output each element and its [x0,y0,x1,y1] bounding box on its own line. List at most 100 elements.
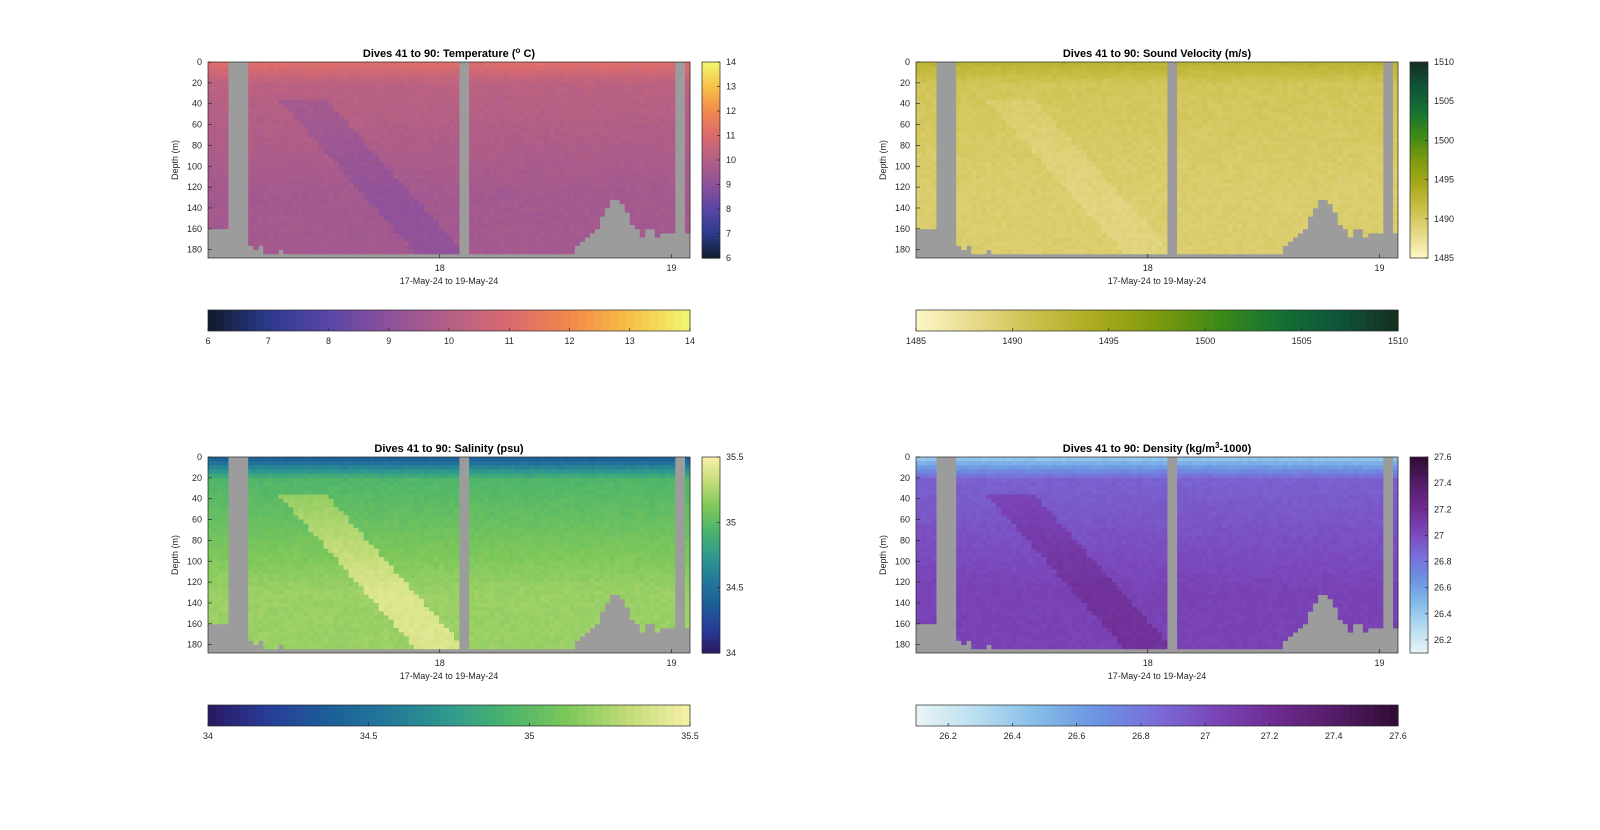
heatmap-cell [398,245,405,251]
heatmap-cell [609,99,616,105]
heatmap-cell [916,220,922,226]
heatmap-cell [333,66,339,71]
heatmap-cell [378,199,385,205]
heatmap-cell [393,78,400,84]
heatmap-cell [554,203,560,209]
heatmap-cell [353,145,360,150]
heatmap-cell [398,132,405,138]
heatmap-cell [484,124,490,130]
heatmap-cell [213,82,219,88]
heatmap-cell [423,128,430,134]
heatmap-cell [659,141,666,146]
heatmap-cell [494,141,500,146]
heatmap-cell [333,128,339,134]
heatmap-cell [966,107,972,113]
heatmap-cell [213,174,219,180]
heatmap-cell [549,78,555,84]
colorbar-segment [553,310,563,331]
heatmap-cell [559,166,565,171]
heatmap-cell [574,174,580,180]
heatmap-cell [916,95,922,100]
heatmap-cell [921,145,927,150]
heatmap-cell [263,199,269,205]
heatmap-cell [368,241,375,246]
heatmap-cell [1026,249,1032,255]
heatmap-cell [569,178,575,184]
heatmap-cell [438,174,445,180]
heatmap-cell [554,162,560,167]
heatmap-cell [1021,137,1027,142]
heatmap-cell [398,124,405,130]
y-tick-label: 140 [187,203,202,213]
heatmap-cell [614,62,621,67]
heatmap-cell [338,116,344,121]
heatmap-cell [991,216,997,221]
heatmap-cell [474,128,480,134]
heatmap-cell [629,91,636,96]
heatmap-cell [308,232,314,238]
heatmap-cell [323,141,329,146]
heatmap-cell [971,70,977,75]
heatmap-cell [524,70,530,75]
heatmap-cell [539,182,545,188]
heatmap-cell [283,78,289,84]
heatmap-cell [971,82,977,88]
heatmap-cell [629,195,636,201]
heatmap-cell [333,153,339,159]
heatmap-cell [428,78,435,84]
heatmap-cell [378,120,385,125]
heatmap-cell [328,245,334,251]
heatmap-cell [373,91,380,96]
heatmap-cell [539,74,545,80]
heatmap-cell [981,91,987,96]
heatmap-cell [574,120,580,125]
heatmap-cell [659,62,666,67]
heatmap-cell [534,137,540,142]
heatmap-cell [338,237,344,242]
heatmap-cell [398,116,405,121]
heatmap-cell [313,91,319,96]
heatmap-cell [966,212,972,217]
heatmap-cell [564,107,570,113]
heatmap-cell [589,120,595,125]
heatmap-cell [308,249,314,255]
heatmap-cell [303,62,309,67]
heatmap-cell [1026,157,1032,163]
heatmap-cell [534,91,540,96]
heatmap-cell [619,170,626,175]
heatmap-cell [499,112,505,117]
heatmap-cell [956,149,962,155]
heatmap-cell [328,132,334,138]
heatmap-cell [976,116,982,121]
heatmap-cell [213,191,219,196]
heatmap-cell [469,103,475,109]
heatmap-cell [549,82,555,88]
heatmap-cell [996,166,1002,171]
heatmap-cell [569,141,575,146]
heatmap-cell [644,78,651,84]
heatmap-cell [248,178,254,184]
heatmap-cell [1021,153,1027,159]
heatmap-cell [418,128,425,134]
heatmap-cell [223,120,229,125]
heatmap-cell [223,74,229,80]
heatmap-cell [1006,182,1012,188]
heatmap-cell [403,62,410,67]
heatmap-cell [393,120,400,125]
heatmap-cell [403,116,410,121]
heatmap-cell [539,145,545,150]
heatmap-cell [961,132,967,138]
heatmap-cell [303,116,309,121]
heatmap-cell [669,212,676,217]
heatmap-cell [966,207,972,213]
heatmap-cell [438,195,445,201]
heatmap-cell [996,99,1002,105]
heatmap-cell [589,166,595,171]
heatmap-cell [333,203,339,209]
heatmap-cell [961,191,967,196]
heatmap-cell [614,128,621,134]
heatmap-cell [996,78,1002,84]
heatmap-cell [639,203,646,209]
heatmap-cell [604,153,611,159]
heatmap-cell [378,91,385,96]
